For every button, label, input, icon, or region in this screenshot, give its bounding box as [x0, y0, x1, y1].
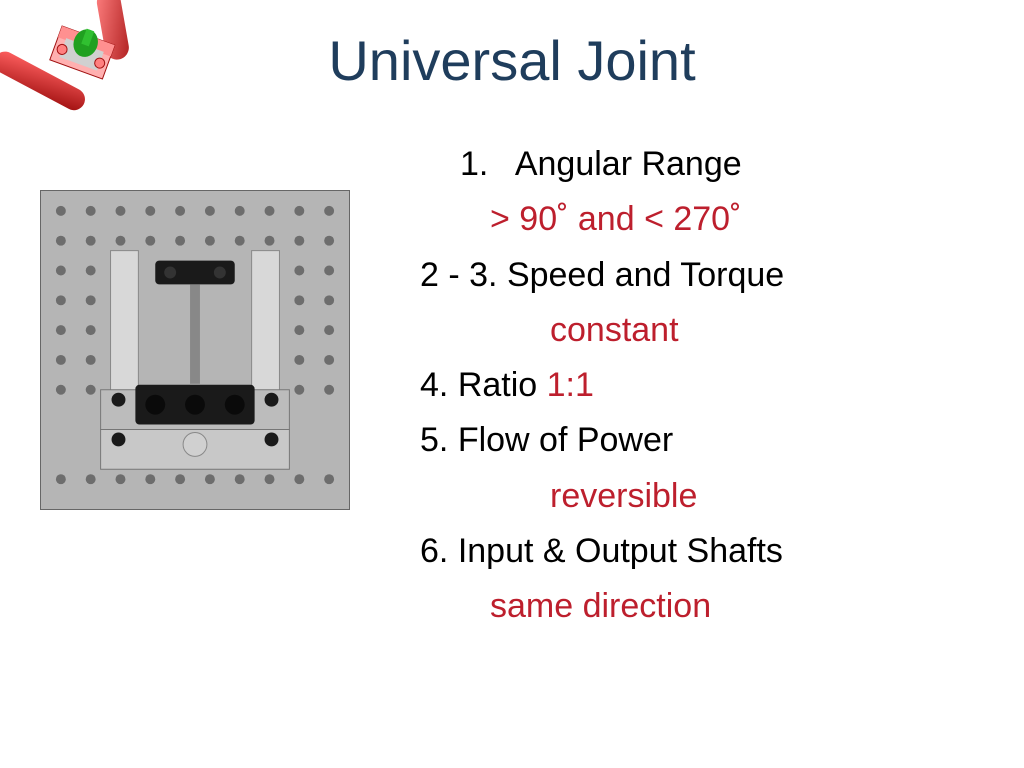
list-item-6: 6. Input & Output Shafts [420, 527, 980, 576]
item-value: reversible [550, 477, 697, 515]
item-number: 6. [420, 527, 448, 576]
item-label: Input & Output Shafts [458, 532, 783, 570]
item-number: 1. [460, 140, 488, 189]
item-value: 1:1 [547, 366, 594, 404]
assembly-photo [40, 190, 350, 510]
item-label: Ratio [458, 366, 537, 404]
list-item-1-value: > 90˚ and < 270˚ [420, 195, 980, 244]
item-value: constant [550, 311, 679, 349]
item-label: Flow of Power [458, 421, 673, 459]
corner-ujoint-render [0, 0, 200, 120]
list-item-4: 4. Ratio 1:1 [420, 361, 980, 410]
item-value: > 90˚ and < 270˚ [490, 200, 741, 238]
slide-title: Universal Joint [328, 28, 695, 93]
item-label: Angular Range [515, 145, 742, 183]
item-number: 5. [420, 416, 448, 465]
list-item-2-3: 2 - 3. Speed and Torque [420, 251, 980, 300]
list-item-6-value: same direction [420, 582, 980, 631]
properties-list: 1. Angular Range > 90˚ and < 270˚ 2 - 3.… [420, 140, 980, 638]
item-number: 2 - 3. [420, 251, 497, 300]
item-number: 4. [420, 361, 448, 410]
item-label: Speed and Torque [507, 256, 784, 294]
list-item-1: 1. Angular Range [420, 140, 980, 189]
list-item-5-value: reversible [420, 472, 980, 521]
item-value: same direction [490, 587, 711, 625]
list-item-2-3-value: constant [420, 306, 980, 355]
list-item-5: 5. Flow of Power [420, 416, 980, 465]
